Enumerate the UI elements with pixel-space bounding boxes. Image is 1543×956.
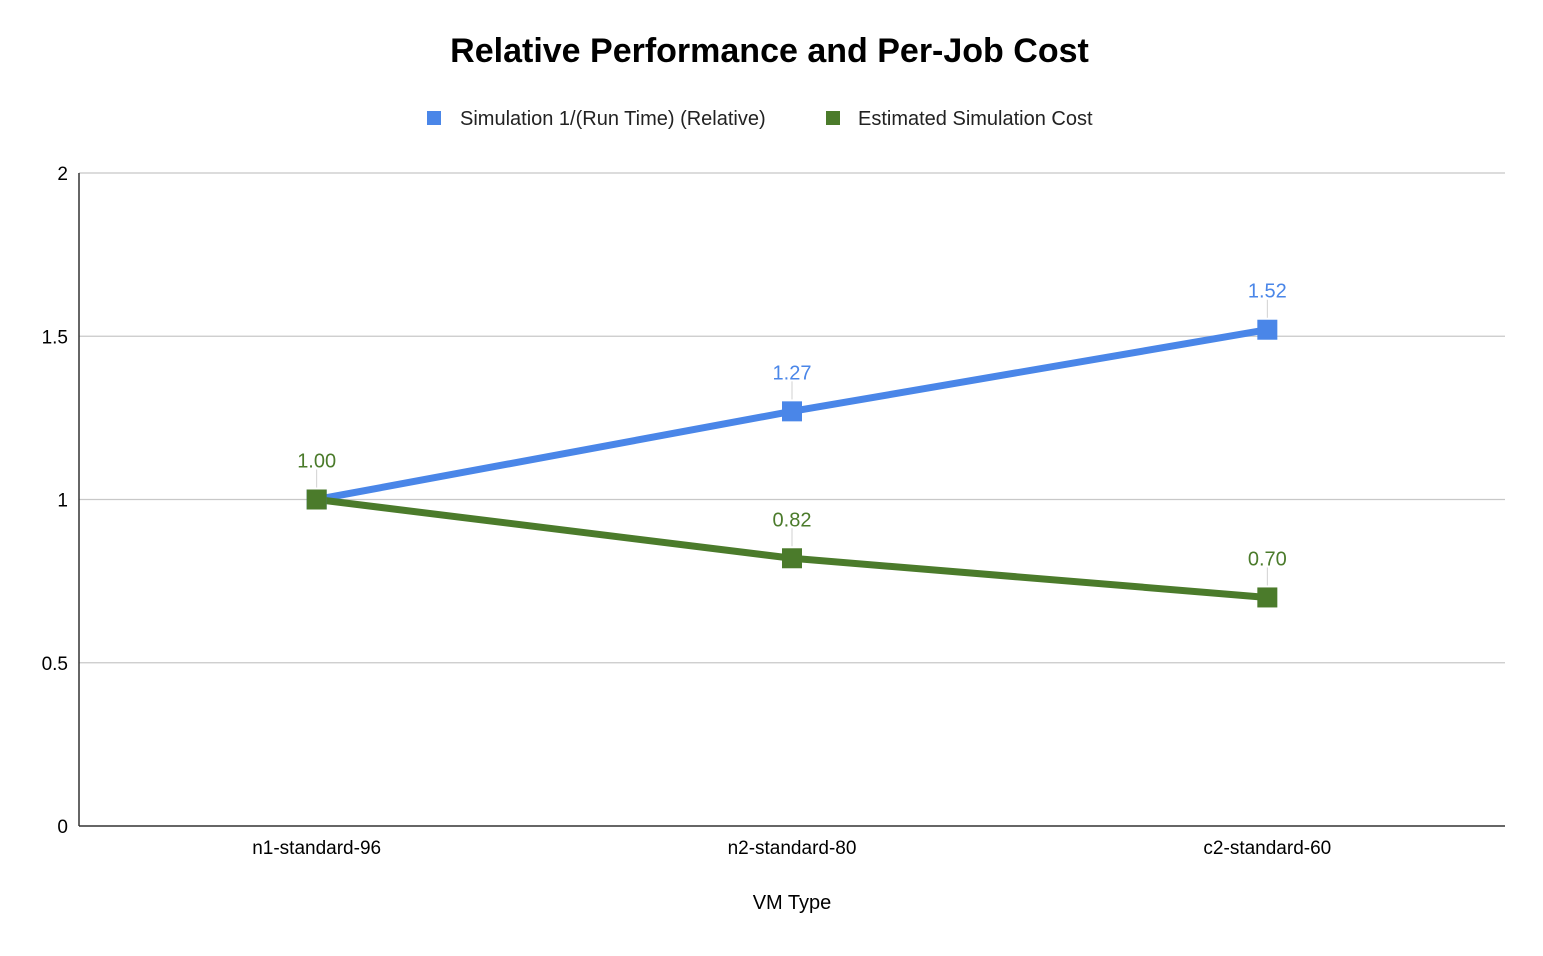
data-label: 1.27 [773, 362, 812, 384]
x-tick-label: n1-standard-96 [252, 838, 381, 859]
legend-label: Simulation 1/(Run Time) (Relative) [460, 108, 766, 130]
x-tick-label: n2-standard-80 [728, 838, 857, 859]
data-marker [307, 490, 327, 510]
data-marker [782, 401, 802, 421]
label-leaders [317, 300, 1268, 586]
y-tick-labels: 0 0.5 1 1.5 2 [42, 164, 68, 838]
y-tick-label: 1.5 [42, 327, 68, 348]
data-label: 1.52 [1248, 281, 1287, 303]
y-tick-label: 2 [57, 164, 68, 185]
y-tick-label: 1 [57, 491, 68, 512]
y-tick-label: 0.5 [42, 654, 68, 675]
x-tick-labels: n1-standard-96 n2-standard-80 c2-standard-… [252, 838, 1331, 859]
data-marker [1257, 320, 1277, 340]
legend-swatch [826, 111, 840, 125]
y-tick-label: 0 [57, 817, 68, 838]
legend: Simulation 1/(Run Time) (Relative) Estima… [427, 108, 1093, 130]
data-marker [782, 548, 802, 568]
data-label: 0.82 [773, 509, 812, 531]
legend-label: Estimated Simulation Cost [858, 108, 1093, 130]
data-marker [1257, 587, 1277, 607]
x-tick-label: c2-standard-60 [1203, 838, 1331, 859]
legend-swatch [427, 111, 441, 125]
x-axis-title: VM Type [753, 892, 832, 914]
data-labels: 1.27 1.52 1.00 0.82 0.70 [297, 281, 1287, 571]
data-label: 1.00 [297, 451, 336, 473]
data-label: 0.70 [1248, 548, 1287, 570]
